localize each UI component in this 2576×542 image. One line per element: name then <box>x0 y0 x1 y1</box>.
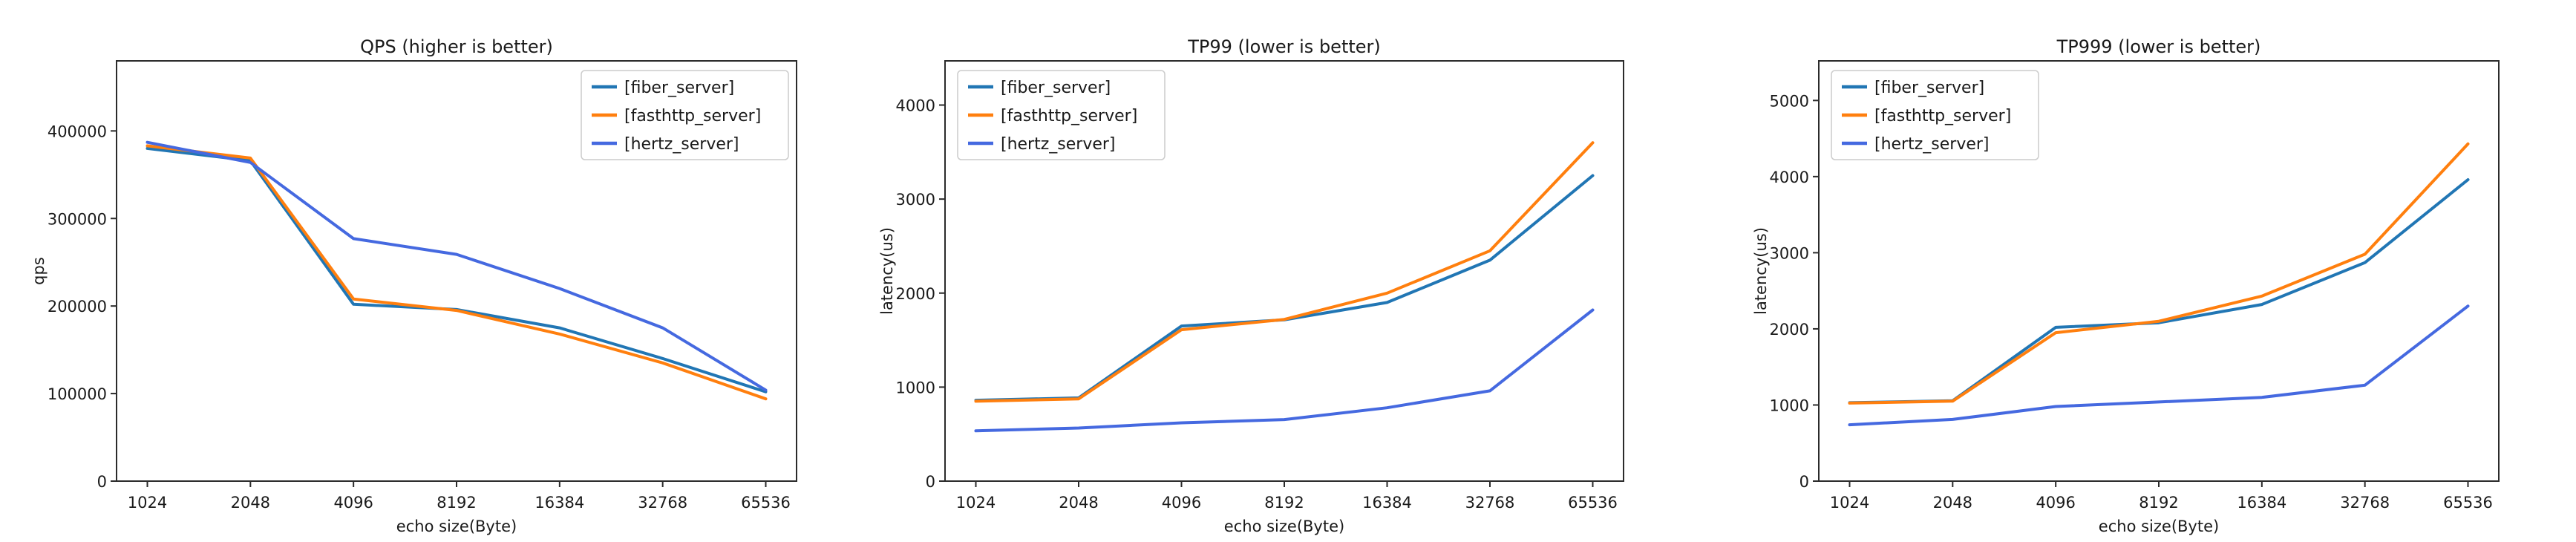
y-tick-label: 2000 <box>896 285 935 303</box>
x-tick-label: 16384 <box>1362 494 1412 512</box>
x-tick-label: 8192 <box>2139 494 2178 512</box>
x-tick-label: 8192 <box>437 494 476 512</box>
x-tick-label: 2048 <box>1059 494 1098 512</box>
legend-box <box>581 70 789 160</box>
legend-label: [fasthttp_server] <box>1874 107 2011 125</box>
legend-label: [fasthttp_server] <box>1001 107 1137 125</box>
x-tick-label: 4096 <box>1162 494 1201 512</box>
x-tick-label: 32768 <box>2340 494 2390 512</box>
y-axis-label: latency(us) <box>878 227 896 315</box>
x-tick-label: 1024 <box>956 494 996 512</box>
x-tick-label: 16384 <box>535 494 584 512</box>
x-tick-label: 65536 <box>1568 494 1618 512</box>
legend-label: [hertz_server] <box>624 135 739 154</box>
x-tick-label: 16384 <box>2237 494 2286 512</box>
line-fiber_server <box>974 174 1595 402</box>
line-hertz_server <box>146 140 768 392</box>
line-hertz_server <box>974 308 1595 433</box>
x-tick-label: 2048 <box>1933 494 1972 512</box>
legend: [fiber_server] [fasthttp_server] [hertz_se… <box>957 70 1166 160</box>
y-tick-label: 3000 <box>896 191 935 209</box>
y-tick-label: 0 <box>926 473 935 491</box>
y-tick-label: 5000 <box>1770 92 1809 110</box>
legend-label: [hertz_server] <box>1001 135 1116 154</box>
chart-panel-1: QPS (higher is better) 0 100000 200000 30000… <box>30 36 797 535</box>
legend-label: [fasthttp_server] <box>624 107 761 125</box>
y-tick-label: 300000 <box>48 210 107 228</box>
y-tick-label: 4000 <box>896 97 935 115</box>
y-tick-label: 2000 <box>1770 321 1809 339</box>
line-hertz_server <box>1848 304 2470 427</box>
x-tick-label: 1024 <box>1830 494 1869 512</box>
x-tick-label: 1024 <box>128 494 167 512</box>
legend-box <box>1831 70 2039 160</box>
y-axis-label: qps <box>30 257 48 285</box>
y-tick-label: 4000 <box>1770 169 1809 186</box>
chart-title: TP999 (lower is better) <box>2056 36 2261 57</box>
y-tick-label: 400000 <box>48 123 107 140</box>
chart-title: TP99 (lower is better) <box>1187 36 1381 57</box>
y-tick-label: 100000 <box>48 385 107 403</box>
line-fasthttp_server <box>1848 142 2470 405</box>
line-fiber_server <box>146 146 768 394</box>
line-fasthttp_server <box>974 141 1595 403</box>
line-fiber_server <box>1848 178 2470 405</box>
legend: [fiber_server] [fasthttp_server] [hertz_se… <box>1831 70 2039 160</box>
y-tick-label: 3000 <box>1770 244 1809 262</box>
line-fasthttp_server <box>146 144 768 401</box>
chart-title: QPS (higher is better) <box>360 36 553 57</box>
y-tick-label: 1000 <box>896 379 935 396</box>
y-tick-label: 0 <box>97 473 107 491</box>
x-tick-label: 4096 <box>333 494 373 512</box>
legend-label: [fiber_server] <box>1001 79 1111 97</box>
x-tick-label: 8192 <box>1264 494 1304 512</box>
y-tick-label: 1000 <box>1770 396 1809 414</box>
x-axis-label: echo size(Byte) <box>1224 517 1344 535</box>
x-tick-label: 2048 <box>231 494 270 512</box>
legend-label: [fiber_server] <box>624 79 734 97</box>
y-tick-label: 0 <box>1799 473 1809 491</box>
legend-label: [fiber_server] <box>1874 79 1984 97</box>
chart-panel-2: TP99 (lower is better) 0 1000 2000 3000 4000 1… <box>878 36 1624 535</box>
x-tick-label: 32768 <box>638 494 687 512</box>
x-tick-label: 4096 <box>2036 494 2075 512</box>
y-tick-label: 200000 <box>48 298 107 316</box>
chart-panel-3: TP999 (lower is better) 0 1000 2000 3000 4000… <box>1752 36 2500 535</box>
x-tick-label: 65536 <box>741 494 791 512</box>
legend-label: [hertz_server] <box>1874 135 1990 154</box>
legend: [fiber_server] [fasthttp_server] [hertz_se… <box>581 70 789 160</box>
x-tick-label: 32768 <box>1465 494 1515 512</box>
y-axis-label: latency(us) <box>1752 227 1770 315</box>
x-axis-label: echo size(Byte) <box>2099 517 2219 535</box>
x-tick-label: 65536 <box>2443 494 2493 512</box>
legend-box <box>957 70 1166 160</box>
x-axis-label: echo size(Byte) <box>396 517 517 535</box>
